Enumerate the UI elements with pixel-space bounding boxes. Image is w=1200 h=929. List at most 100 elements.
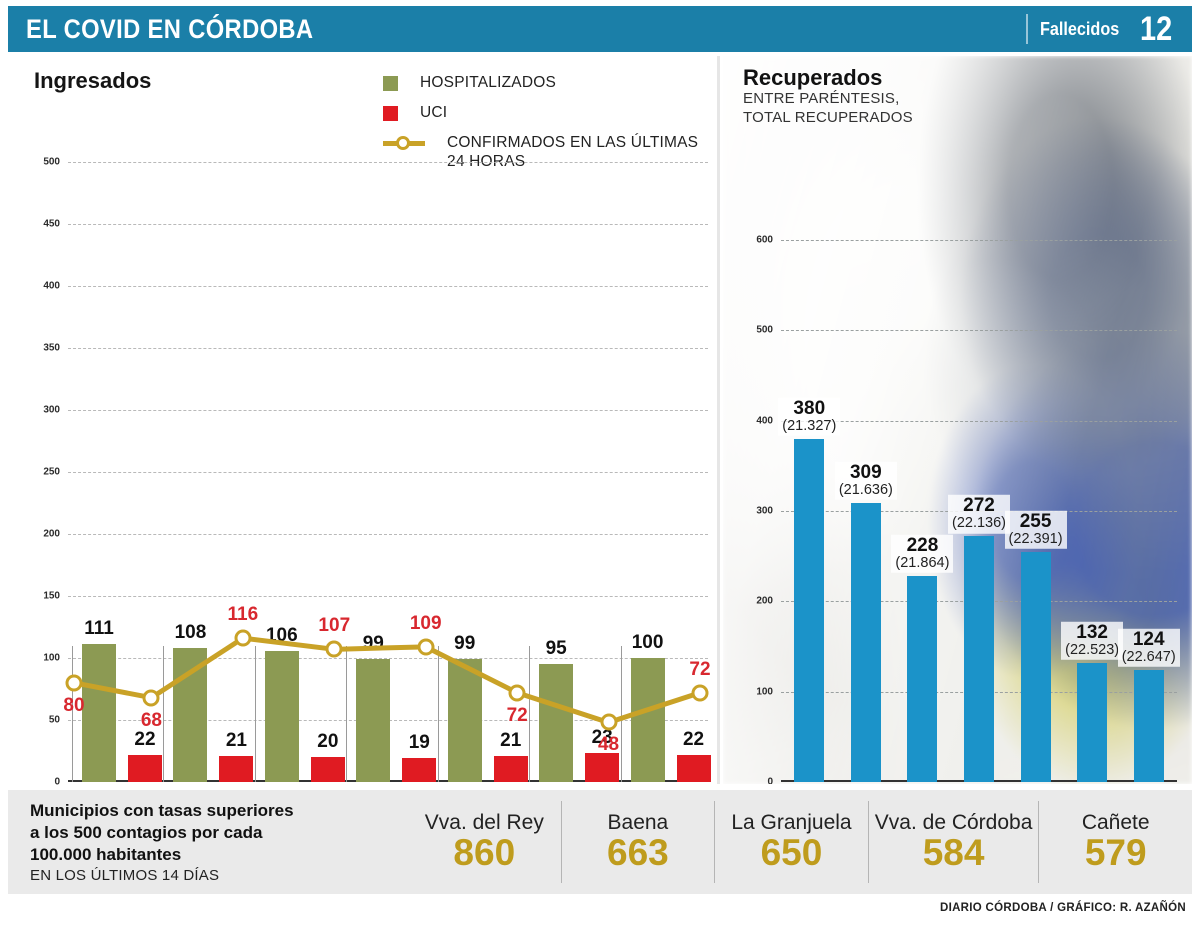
group-separator bbox=[346, 645, 348, 782]
bar-hospitalizados bbox=[82, 644, 116, 782]
bar-hospitalizados bbox=[447, 659, 482, 782]
line-point-marker bbox=[508, 684, 526, 702]
group-separator bbox=[529, 645, 531, 782]
line-point-marker bbox=[325, 640, 343, 658]
recuperados-daily-value: 309 bbox=[849, 461, 882, 483]
municipalities-note: Municipios con tasas superiores a los 50… bbox=[8, 800, 408, 883]
note-subline: EN LOS ÚLTIMOS 14 DÍAS bbox=[30, 866, 220, 884]
line-marker-icon bbox=[383, 135, 425, 151]
bar-value-hospitalizados: 111 bbox=[84, 618, 114, 640]
ingresados-legend: HOSPITALIZADOS UCI CONFIRMADOS EN LAS ÚL… bbox=[383, 74, 713, 183]
bar-recuperados bbox=[964, 536, 994, 782]
municipality-item: Vva. del Rey 860 bbox=[408, 801, 561, 883]
municipality-item: Baena 663 bbox=[560, 801, 715, 883]
bar-value-uci: 22 bbox=[682, 728, 705, 750]
line-point-value: 107 bbox=[318, 615, 351, 637]
recuperados-daily-value: 272 bbox=[963, 495, 995, 517]
note-line-3: 100.000 habitantes bbox=[30, 844, 182, 864]
y-axis-tick: 200 bbox=[756, 595, 773, 607]
bar-recuperados bbox=[850, 502, 881, 782]
recuperados-total-value: (21.636) bbox=[838, 481, 893, 498]
y-axis-tick: 500 bbox=[756, 324, 773, 336]
y-axis-tick: 200 bbox=[43, 528, 60, 540]
recuperados-daily-value: 132 bbox=[1076, 621, 1108, 643]
bar-value-uci: 21 bbox=[500, 729, 522, 751]
bar-value-hospitalizados: 108 bbox=[174, 622, 207, 644]
municipality-name: La Granjuela bbox=[731, 811, 852, 835]
line-point-value: 72 bbox=[689, 658, 711, 680]
bar-label-recuperados: 309 (21.636) bbox=[834, 461, 897, 500]
ingresados-plot: 111 22 108 21 106 20 99 19 99 21 95 23 100 22 80 68 116 1… bbox=[63, 162, 711, 782]
group-separator bbox=[163, 645, 165, 782]
ingresados-title: Ingresados bbox=[34, 68, 152, 93]
recuperados-daily-value: 228 bbox=[906, 534, 939, 556]
line-point-value: 116 bbox=[227, 604, 259, 626]
ingresados-panel: Ingresados HOSPITALIZADOS UCI CONFIRMADO… bbox=[8, 56, 720, 820]
bar-label-recuperados: 380 (21.327) bbox=[778, 397, 841, 436]
line-point-value: 72 bbox=[506, 704, 528, 726]
line-point-value: 48 bbox=[597, 734, 620, 756]
note-line-1: Municipios con tasas superiores bbox=[30, 801, 294, 821]
recuperados-y-axis: 0 100 200 300 400 500 600 bbox=[723, 235, 779, 785]
note-line-2: a los 500 contagios por cada bbox=[30, 823, 263, 843]
bar-value-hospitalizados: 99 bbox=[454, 633, 476, 655]
y-axis-tick: 250 bbox=[43, 466, 60, 478]
bar-label-recuperados: 124 (22.647) bbox=[1117, 628, 1180, 667]
header-bar: EL COVID EN CÓRDOBA Fallecidos 12 bbox=[8, 6, 1192, 52]
recuperados-total-value: (22.136) bbox=[951, 515, 1007, 532]
y-axis-tick: 400 bbox=[43, 280, 60, 292]
municipality-item: Cañete 579 bbox=[1038, 801, 1192, 883]
confirmados-line bbox=[71, 635, 703, 725]
bar-uci bbox=[402, 758, 437, 782]
recuperados-total-value: (22.523) bbox=[1065, 641, 1120, 658]
recuperados-plot: 380 (21.327) 309 (21.636) 228 (21.864) 272 (22.… bbox=[778, 240, 1180, 782]
gridline bbox=[68, 224, 708, 225]
recuperados-subtitle-1: ENTRE PARÉNTESIS, bbox=[743, 90, 900, 108]
bar-recuperados bbox=[1133, 670, 1164, 782]
municipality-value: 663 bbox=[607, 832, 669, 874]
ingresados-y-axis: 0 50 100 150 200 250 300 350 400 450 500 bbox=[8, 157, 66, 788]
bar-label-recuperados: 132 (22.523) bbox=[1061, 621, 1124, 660]
line-point-marker bbox=[691, 684, 709, 702]
y-axis-tick: 300 bbox=[756, 505, 773, 517]
recuperados-daily-value: 380 bbox=[793, 397, 826, 419]
y-axis-tick: 50 bbox=[48, 714, 60, 726]
recuperados-total-value: (21.864) bbox=[895, 554, 950, 571]
bar-value-uci: 23 bbox=[591, 727, 613, 749]
bar-value-hospitalizados: 100 bbox=[631, 632, 664, 653]
bar-uci bbox=[585, 753, 620, 782]
gridline bbox=[68, 286, 708, 287]
bar-hospitalizados bbox=[539, 664, 574, 782]
line-point-value: 80 bbox=[63, 694, 85, 716]
gridline bbox=[68, 596, 708, 597]
bar-label-recuperados: 228 (21.864) bbox=[891, 534, 954, 574]
y-axis-tick: 100 bbox=[43, 652, 60, 664]
legend-label: CONFIRMADOS EN LAS ÚLTIMAS 24 HORAS bbox=[447, 133, 699, 170]
bar-uci bbox=[128, 754, 162, 782]
gridline bbox=[68, 658, 708, 659]
red-square-icon bbox=[383, 105, 398, 121]
gridline bbox=[781, 330, 1177, 332]
legend-item-confirmados: CONFIRMADOS EN LAS ÚLTIMAS 24 HORAS bbox=[383, 134, 713, 172]
gridline bbox=[68, 162, 708, 163]
bar-uci bbox=[219, 755, 254, 782]
group-separator bbox=[437, 645, 439, 782]
bar-value-uci: 22 bbox=[134, 728, 156, 750]
municipality-item: Vva. de Córdoba 584 bbox=[867, 801, 1039, 883]
recuperados-daily-value: 124 bbox=[1132, 628, 1165, 650]
bar-hospitalizados bbox=[264, 650, 299, 782]
y-axis-tick: 600 bbox=[756, 234, 773, 246]
gridline bbox=[781, 240, 1177, 241]
bar-recuperados bbox=[794, 438, 825, 782]
municipality-name: Vva. del Rey bbox=[424, 811, 544, 835]
y-axis-tick: 150 bbox=[43, 590, 60, 602]
gridline bbox=[68, 348, 708, 349]
municipalities-list: Vva. del Rey 860 Baena 663 La Granjuela 650 Vv… bbox=[408, 801, 1192, 883]
gridline bbox=[68, 472, 708, 473]
legend-item-hospitalizados: HOSPITALIZADOS bbox=[383, 74, 713, 93]
gridline bbox=[781, 420, 1177, 422]
legend-label: HOSPITALIZADOS bbox=[420, 74, 557, 91]
bar-recuperados bbox=[1077, 662, 1108, 782]
municipalities-panel: Municipios con tasas superiores a los 50… bbox=[8, 790, 1192, 894]
